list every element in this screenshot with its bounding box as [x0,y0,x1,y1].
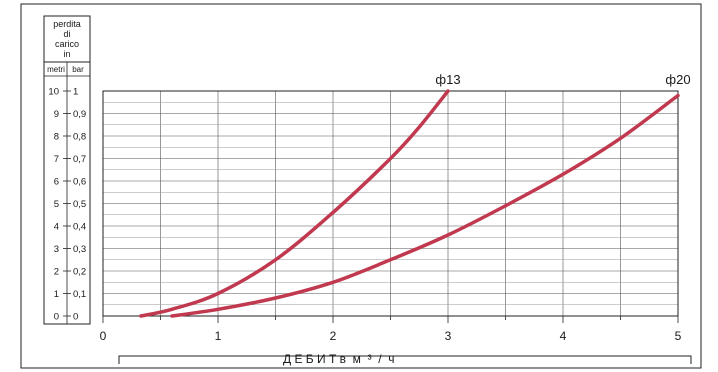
header-line-3: carico [55,39,79,49]
bar-tick-label: 0,7 [73,154,86,165]
grid [103,91,678,316]
curve-1 [139,89,450,318]
header-line-2: di [63,29,70,39]
metri-unit-label: metri [47,65,65,74]
metri-tick-label: 10 [48,87,59,98]
metri-tick-label: 3 [54,244,59,255]
curve-label-1: ф13 [435,72,460,87]
bar-tick-label: 0,3 [73,244,86,255]
bar-tick-label: 0,6 [73,177,86,188]
metri-tick-label: 7 [54,154,59,165]
left-scale: 0 0 1 0,1 2 0,2 3 0,3 4 0,4 5 0,5 6 0,6 7 0,7 8 0,8 9 0,9 10… [48,87,86,323]
metri-tick-label: 6 [54,177,59,188]
x-tick-label: 1 [215,329,222,343]
metri-tick-label: 8 [54,132,59,143]
x-tick-label: 2 [330,329,337,343]
metri-tick-label: 4 [54,222,59,233]
metri-tick-label: 0 [54,312,59,323]
metri-tick-label: 5 [54,199,59,210]
bar-tick-label: 1 [73,87,78,98]
metri-tick-label: 9 [54,109,59,120]
bar-unit-label: bar [72,65,84,74]
metri-tick-label: 1 [54,289,59,300]
x-tick-label: 5 [675,329,682,343]
x-axis: 0 1 2 3 4 5 [100,316,682,343]
x-axis-bracket [118,355,692,364]
bar-tick-label: 0,5 [73,199,86,210]
x-axis-label: Д Е Б И Т в м ³ / ч [283,352,395,366]
x-tick-label: 4 [560,329,567,343]
curves: ф13 ф20 [139,72,691,318]
bar-tick-label: 0 [73,312,78,323]
header-line-4: in [63,49,70,59]
curve-label-2: ф20 [665,72,690,87]
bar-tick-label: 0,1 [73,289,86,300]
bar-tick-label: 0,8 [73,132,86,143]
x-tick-label: 3 [445,329,452,343]
bar-tick-label: 0,9 [73,109,86,120]
header-line-1: perdita [53,19,81,29]
curve-2 [170,93,680,318]
bar-tick-label: 0,4 [73,222,86,233]
metri-tick-label: 2 [54,267,59,278]
x-tick-label: 0 [100,329,107,343]
bar-tick-label: 0,2 [73,267,86,278]
